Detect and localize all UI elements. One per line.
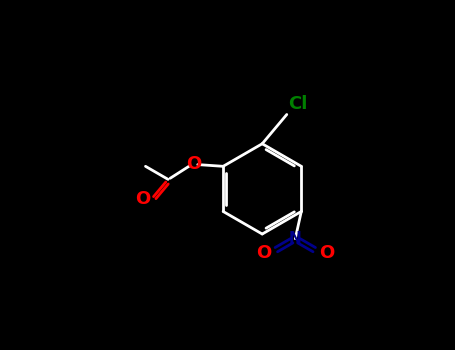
Text: Cl: Cl bbox=[288, 96, 308, 113]
Text: O: O bbox=[135, 190, 150, 208]
Text: O: O bbox=[319, 244, 334, 262]
Text: N: N bbox=[289, 231, 302, 246]
Text: O: O bbox=[257, 244, 272, 262]
Text: O: O bbox=[186, 155, 201, 173]
